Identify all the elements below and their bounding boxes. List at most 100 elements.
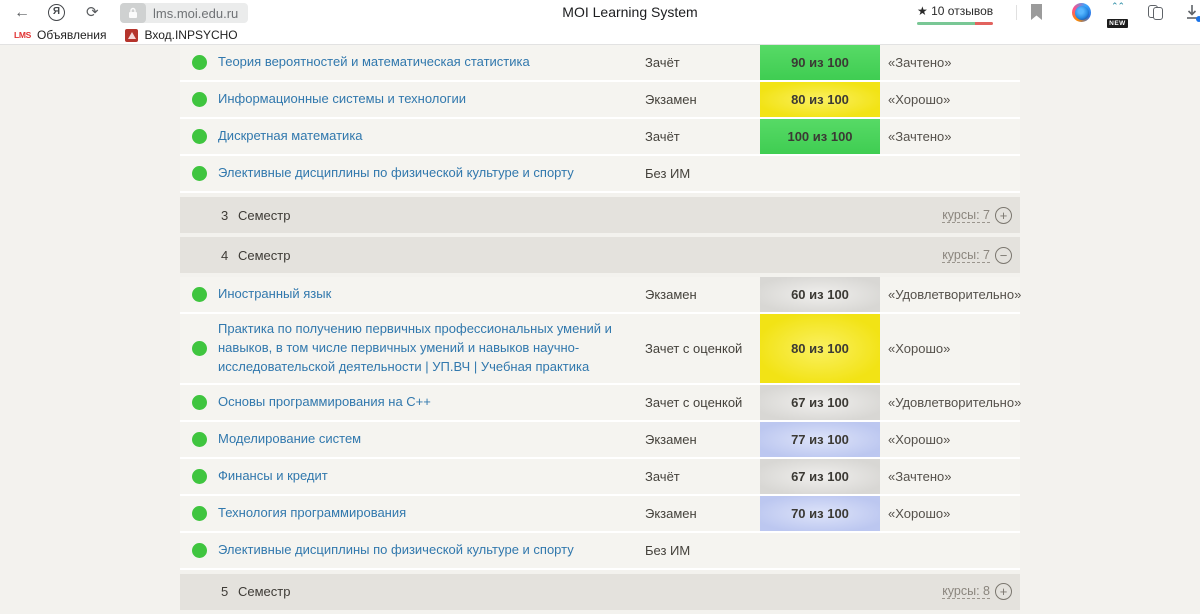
reviews-rating[interactable]: ★ 10 отзывов bbox=[917, 2, 994, 25]
extension-circle-icon[interactable] bbox=[1072, 3, 1091, 22]
semester-header-4[interactable]: 4 Семестр курсы: 7 − bbox=[180, 237, 1020, 273]
table-row: Информационные системы и технологии Экза… bbox=[180, 82, 1020, 119]
lock-icon[interactable] bbox=[120, 3, 146, 23]
status-dot-cell bbox=[180, 533, 218, 568]
status-dot-icon bbox=[191, 129, 207, 144]
control-type: Экзамен bbox=[645, 505, 697, 521]
collapse-minus-icon[interactable]: − bbox=[995, 246, 1012, 264]
semester-label: Семестр bbox=[238, 207, 291, 223]
score-badge: 100 из 100 bbox=[760, 119, 880, 154]
table-row: Элективные дисциплины по физической куль… bbox=[180, 156, 1020, 193]
control-type: Зачёт bbox=[645, 468, 680, 484]
grade-text: «Хорошо» bbox=[888, 92, 951, 107]
status-dot-cell bbox=[180, 119, 218, 154]
control-type: Зачет с оценкой bbox=[645, 394, 743, 410]
grade-text: «Зачтено» bbox=[888, 468, 952, 484]
control-type: Экзамен bbox=[645, 92, 697, 107]
course-link[interactable]: Элективные дисциплины по физической куль… bbox=[218, 165, 574, 181]
control-type: Без ИМ bbox=[645, 542, 691, 558]
score-badge: 90 из 100 bbox=[760, 45, 880, 80]
expand-plus-icon[interactable]: + bbox=[995, 206, 1012, 224]
grade-text: «Удовлетворительно» bbox=[888, 394, 1022, 410]
semester-header-5[interactable]: 5 Семестр курсы: 8 + bbox=[180, 573, 1020, 610]
course-link[interactable]: Иностранный язык bbox=[218, 286, 332, 302]
control-type: Без ИМ bbox=[645, 166, 691, 181]
table-row: Дискретная математика Зачёт 100 из 100 «… bbox=[180, 119, 1020, 156]
status-dot-cell bbox=[180, 156, 218, 191]
bookmark-label: Объявления bbox=[37, 28, 107, 42]
score-badge: 60 из 100 bbox=[760, 277, 880, 312]
grade-text: «Хорошо» bbox=[888, 505, 951, 521]
back-icon[interactable]: ← bbox=[14, 4, 30, 21]
rating-bar bbox=[917, 22, 994, 25]
status-dot-icon bbox=[191, 340, 207, 356]
star-icon: ★ bbox=[917, 4, 928, 18]
browser-toolbar: ← Я ⟳ lms.moi.edu.ru MOI Learning System… bbox=[0, 0, 1200, 28]
bookmarks-bar: LMS Объявления Вход.INPSYCHO bbox=[0, 26, 1200, 44]
address-bar[interactable]: lms.moi.edu.ru bbox=[120, 3, 249, 23]
control-type: Зачёт bbox=[645, 55, 680, 70]
refresh-icon[interactable]: ⟳ bbox=[86, 4, 99, 21]
bookmark-inpsycho[interactable]: Вход.INPSYCHO bbox=[119, 28, 243, 42]
score-badge: 80 из 100 bbox=[760, 82, 880, 117]
score-badge bbox=[760, 156, 880, 191]
semester-number: 3 bbox=[221, 207, 229, 223]
status-dot-icon bbox=[191, 468, 207, 484]
status-dot-cell bbox=[180, 496, 218, 531]
reviews-label: ★ 10 отзывов bbox=[917, 4, 994, 18]
status-dot-cell bbox=[180, 385, 218, 420]
course-link[interactable]: Практика по получению первичных професси… bbox=[218, 321, 612, 374]
page-title: MOI Learning System bbox=[562, 4, 698, 20]
table-row: Теория вероятностей и математическая ста… bbox=[180, 45, 1020, 82]
courses-link[interactable]: курсы: 8 bbox=[942, 584, 990, 600]
bookmark-label: Вход.INPSYCHO bbox=[144, 28, 238, 42]
score-badge: 70 из 100 bbox=[760, 495, 880, 531]
table-row: Практика по получению первичных професси… bbox=[180, 314, 1020, 385]
bookmark-announcements[interactable]: LMS Объявления bbox=[8, 28, 112, 42]
status-dot-icon bbox=[191, 394, 207, 410]
download-icon[interactable] bbox=[1184, 4, 1200, 22]
status-dot-icon bbox=[191, 431, 207, 447]
course-link[interactable]: Финансы и кредит bbox=[218, 467, 328, 483]
collections-icon[interactable] bbox=[1148, 5, 1166, 21]
table-row: Технология программирования Экзамен 70 и… bbox=[180, 495, 1020, 533]
status-dot-cell bbox=[180, 422, 218, 457]
grade-text: «Зачтено» bbox=[888, 129, 952, 144]
browser-chrome: ← Я ⟳ lms.moi.edu.ru MOI Learning System… bbox=[0, 0, 1200, 45]
url-text: lms.moi.edu.ru bbox=[153, 5, 239, 21]
course-link[interactable]: Основы программирования на C++ bbox=[218, 393, 431, 409]
semester-header-3[interactable]: 3 Семестр курсы: 7 + bbox=[180, 197, 1020, 233]
grade-text bbox=[880, 156, 1020, 191]
course-link[interactable]: Дискретная математика bbox=[218, 128, 363, 144]
expand-plus-icon[interactable]: + bbox=[995, 583, 1012, 601]
status-dot-cell bbox=[180, 459, 218, 494]
grade-text bbox=[880, 533, 1020, 568]
control-type: Зачет с оценкой bbox=[645, 340, 743, 356]
table-row: Финансы и кредит Зачёт 67 из 100 «Зачтен… bbox=[180, 458, 1020, 496]
grade-text: «Хорошо» bbox=[888, 340, 951, 356]
extension-new-icon[interactable]: ⌃⌃ NEW bbox=[1107, 1, 1128, 28]
course-link[interactable]: Элективные дисциплины по физической куль… bbox=[218, 541, 574, 557]
semester-number: 5 bbox=[221, 584, 229, 600]
status-dot-icon bbox=[191, 166, 207, 181]
semester-label: Семестр bbox=[238, 247, 291, 263]
course-link[interactable]: Информационные системы и технологии bbox=[218, 91, 466, 107]
status-dot-icon bbox=[191, 55, 207, 70]
status-dot-cell bbox=[180, 277, 218, 312]
status-dot-icon bbox=[191, 92, 207, 107]
toolbar-divider bbox=[1016, 5, 1017, 20]
status-dot-icon bbox=[191, 505, 207, 521]
grade-text: «Зачтено» bbox=[888, 55, 952, 70]
course-link[interactable]: Технология программирования bbox=[218, 504, 407, 520]
course-link[interactable]: Теория вероятностей и математическая ста… bbox=[218, 54, 530, 70]
bookmark-flag-icon[interactable] bbox=[1030, 4, 1043, 21]
course-link[interactable]: Моделирование систем bbox=[218, 430, 362, 446]
control-type: Экзамен bbox=[645, 287, 697, 302]
lms-favicon: LMS bbox=[14, 30, 32, 40]
courses-link[interactable]: курсы: 7 bbox=[942, 207, 990, 223]
status-dot-cell bbox=[180, 45, 218, 80]
courses-link[interactable]: курсы: 7 bbox=[942, 247, 990, 263]
table-row: Основы программирования на C++ Зачет с о… bbox=[180, 384, 1022, 422]
score-badge: 77 из 100 bbox=[760, 421, 880, 457]
yandex-icon[interactable]: Я bbox=[48, 4, 65, 21]
